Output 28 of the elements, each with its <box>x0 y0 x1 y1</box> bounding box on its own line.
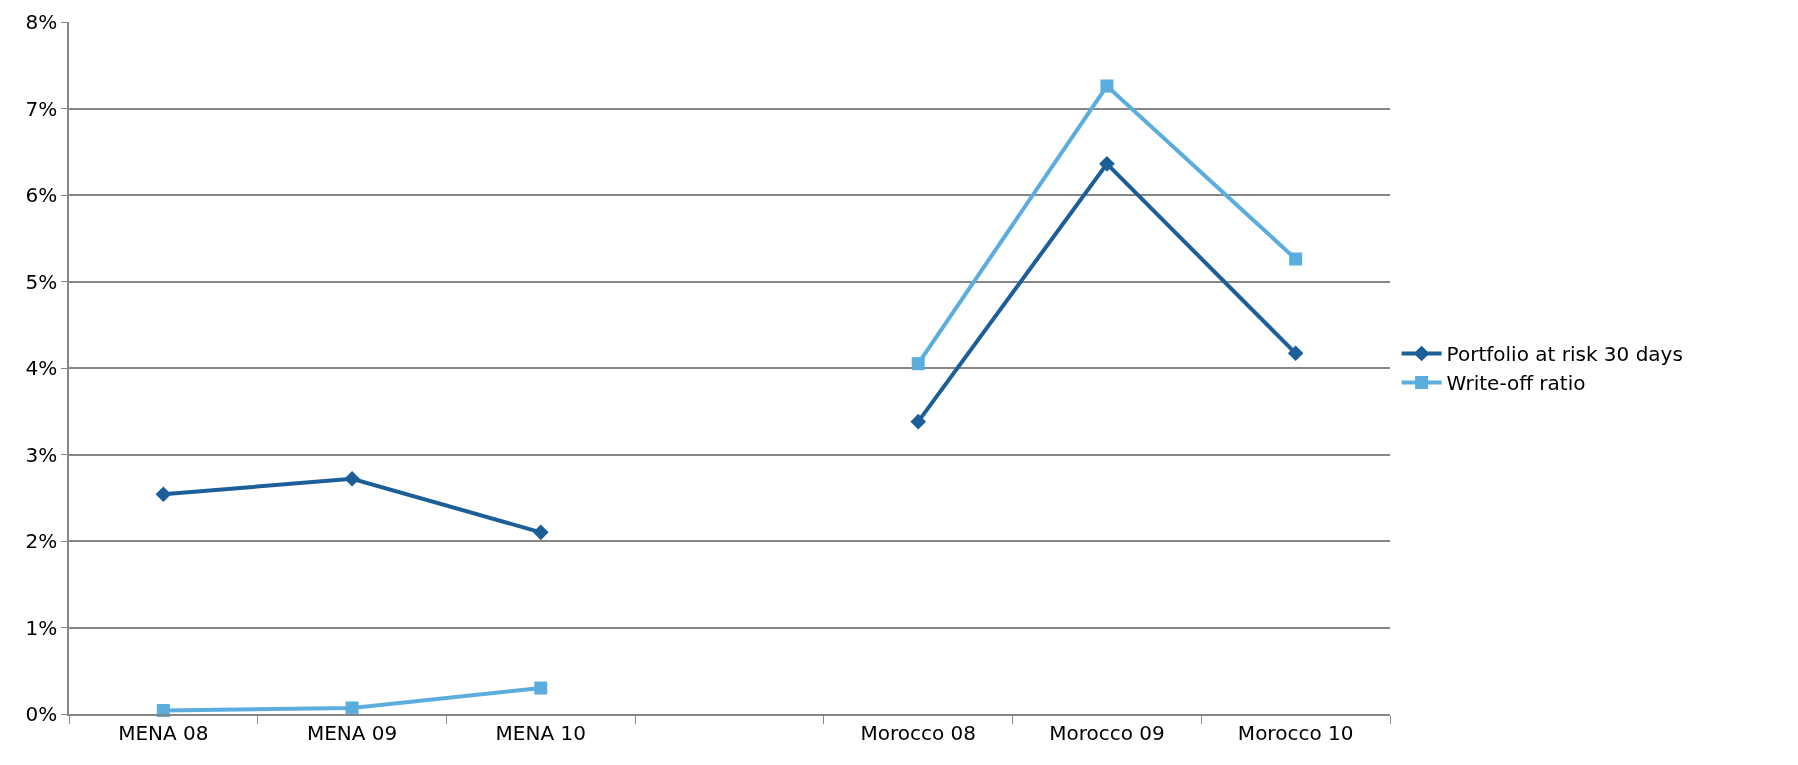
x-tick-label: Morocco 09 <box>1049 720 1165 745</box>
y-tick-label: 1% <box>25 615 58 640</box>
y-tick-label: 6% <box>25 183 58 207</box>
x-tick-label: Morocco 08 <box>860 720 976 745</box>
x-tick-label: MENA 09 <box>306 720 398 745</box>
legend-label: Write-off ratio <box>1446 371 1586 396</box>
point <box>1100 79 1114 93</box>
y-tick-label: 3% <box>25 442 58 467</box>
y-tick-label: 5% <box>25 269 58 294</box>
y-tick-label: 2% <box>25 529 58 553</box>
point <box>1289 252 1303 266</box>
point <box>155 486 172 503</box>
y-tick-label: 7% <box>25 96 58 121</box>
x-tick-label: Morocco 10 <box>1237 720 1354 745</box>
point <box>344 470 360 487</box>
legend-label: Portfolio at risk 30 days <box>1446 342 1683 367</box>
point <box>910 413 927 430</box>
point <box>1099 156 1115 172</box>
x-tick-label: MENA 08 <box>118 720 209 745</box>
y-tick-label: 0% <box>25 702 58 726</box>
point <box>345 701 359 715</box>
y-tick-label: 4% <box>25 356 58 380</box>
point <box>532 524 549 541</box>
point <box>534 681 548 695</box>
point <box>911 357 925 371</box>
y-tick-label: 8% <box>25 10 58 34</box>
x-tick-label: MENA 10 <box>495 720 586 745</box>
point <box>1287 345 1304 362</box>
